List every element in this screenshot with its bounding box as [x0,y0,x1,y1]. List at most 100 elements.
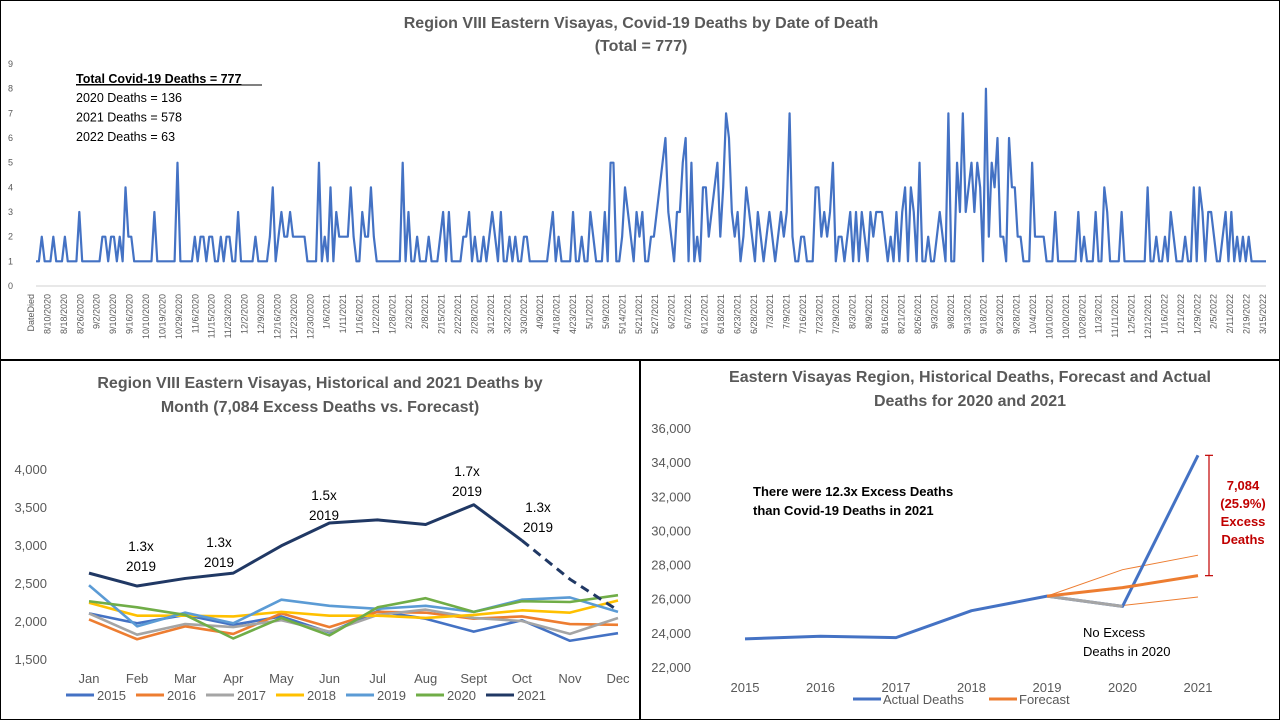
y-tick-label: 6 [8,133,13,143]
x-tick-label: 11/6/2020 [190,294,200,333]
x-tick-label: 2020 [1108,680,1137,695]
x-tick-label: 2015 [731,680,760,695]
y-tick-label: 7 [8,108,13,118]
chart-title-line: Month (7,084 Excess Deaths vs. Forecast) [161,399,479,416]
x-tick-label: 1/21/2022 [1176,294,1186,334]
annotation-year-deaths: 2022 Deaths = 63 [76,130,175,144]
series-line-actual-2020-segment [1046,594,1123,608]
series-line-2016 [88,610,619,641]
y-tick-label: 5 [8,158,13,168]
x-tick-label: 4/9/2021 [535,294,545,329]
x-tick-label: 2/8/2021 [420,294,430,329]
x-tick-label: 5/9/2021 [601,294,611,329]
x-tick-label: 10/29/2020 [174,294,184,339]
legend-label-2020: 2020 [447,688,476,703]
note-no-excess-2020: Deaths in 2020 [1083,644,1170,659]
x-tick-label: 3/30/2021 [519,294,529,334]
x-tick-label: 1/16/2021 [355,294,365,334]
x-tick-label: 3/15/2022 [1258,294,1268,334]
annotation-ratio: 1.5x [311,488,337,503]
x-tick-label: 1/22/2021 [371,294,381,334]
x-tick-label: 8/16/2021 [880,294,890,334]
annotation-year-deaths: 2021 Deaths = 578 [76,111,182,125]
x-tick-label: 2018 [957,680,986,695]
x-tick-label: Jan [79,671,100,686]
x-tick-label: Jul [369,671,386,686]
annotation-ratio: 2019 [126,559,156,574]
x-tick-label: 9/16/2020 [125,294,135,334]
series-line-actual-deaths [744,454,1200,641]
x-tick-label: 12/5/2021 [1127,294,1137,334]
x-tick-label: Mar [174,671,197,686]
monthly-deaths-chart-panel: Region VIII Eastern Visayas, Historical … [0,360,640,720]
annual-deaths-chart-panel: Eastern Visayas Region, Historical Death… [640,360,1280,720]
x-tick-label: 7/16/2021 [798,294,808,334]
annotation-ratio: 2019 [523,520,553,535]
legend-label-2017: 2017 [237,688,266,703]
x-tick-label: 1/16/2022 [1159,294,1169,334]
annotation-total-deaths: Total Covid-19 Deaths = 777 [76,72,241,86]
x-tick-label: 12/9/2020 [256,294,266,334]
excess-deaths-label: Excess [1221,514,1266,529]
y-tick-label: 2 [8,232,13,242]
x-tick-label: 3/12/2021 [486,294,496,334]
x-tick-label: 2/15/2021 [437,294,447,334]
x-tick-label: 4/23/2021 [568,294,578,334]
legend-label-2018: 2018 [307,688,336,703]
x-tick-label: 5/14/2021 [617,294,627,334]
y-tick-label: 30,000 [651,523,691,538]
y-tick-label: 4 [8,182,13,192]
x-tick-label: 10/10/2021 [1044,294,1054,339]
y-tick-label: 1,500 [14,652,47,667]
y-tick-label: 8 [8,84,13,94]
x-tick-label: Jun [319,671,340,686]
x-tick-label: 7/9/2021 [782,294,792,329]
y-tick-label: 3 [8,207,13,217]
x-tick-label: 6/18/2021 [716,294,726,334]
x-tick-label: 9/18/2021 [979,294,989,334]
x-tick-label: 2/3/2021 [404,294,414,329]
x-tick-label: 6/12/2021 [699,294,709,334]
y-tick-label: 34,000 [651,455,691,470]
x-tick-label: 10/4/2021 [1028,294,1038,334]
x-tick-label: 6/2/2021 [667,294,677,329]
y-tick-label: 4,000 [14,462,47,477]
y-tick-label: 2,000 [14,614,47,629]
annotation-ratio: 1.3x [128,539,154,554]
daily-deaths-chart-panel: Region VIII Eastern Visayas, Covid-19 De… [0,0,1280,360]
annotation-ratio: 1.3x [525,500,551,515]
x-tick-label: 9/10/2020 [108,294,118,334]
x-tick-label: 9/8/2021 [946,294,956,329]
x-tick-label: 10/20/2021 [1061,294,1071,339]
x-tick-label: Nov [558,671,582,686]
x-tick-label: 8/18/2020 [59,294,69,334]
x-tick-label: 11/23/2020 [223,294,233,338]
legend-label-forecast: Forecast [1019,692,1070,707]
x-tick-label: Aug [414,671,437,686]
x-tick-label: DateDied [26,294,36,332]
x-tick-label: 2021 [1184,680,1213,695]
excess-deaths-label: Deaths [1221,532,1264,547]
x-tick-label: 1/6/2021 [322,294,332,329]
x-tick-label: 5/1/2021 [585,294,595,329]
daily-deaths-chart: Region VIII Eastern Visayas, Covid-19 De… [8,15,1268,339]
x-tick-label: Feb [126,671,148,686]
x-tick-label: 6/28/2021 [749,294,759,334]
x-tick-label: 5/21/2021 [634,294,644,334]
x-tick-label: 11/3/2021 [1094,294,1104,333]
annotation-ratio: 2019 [204,555,234,570]
y-tick-label: 24,000 [651,626,691,641]
series-line-daily-deaths [36,87,1266,263]
annotation-ratio: 1.7x [454,464,480,479]
series-line-2021 [88,503,523,588]
series-line-2017 [88,608,619,636]
x-tick-label: 2017 [882,680,911,695]
series-line-forecast [1046,574,1199,598]
y-tick-label: 0 [8,281,13,291]
x-tick-label: 12/2/2020 [240,294,250,334]
x-tick-label: Sept [460,671,487,686]
x-tick-label: 8/21/2021 [897,294,907,334]
annual-deaths-chart: Eastern Visayas Region, Historical Death… [651,369,1266,707]
x-tick-label: 3/22/2021 [502,294,512,334]
note-excess-vs-covid: There were 12.3x Excess Deaths [753,484,953,499]
